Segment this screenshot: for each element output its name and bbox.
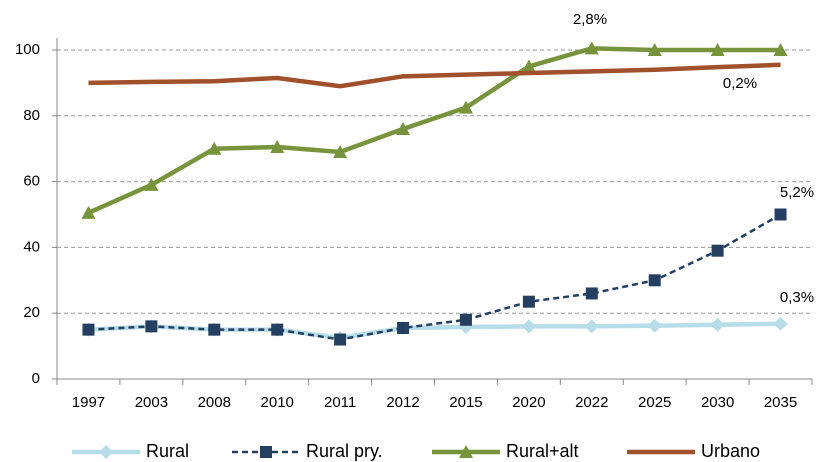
x-tick-label: 2011	[324, 394, 356, 411]
y-tick-label: 60	[23, 173, 40, 190]
x-tick-label: 2022	[575, 394, 608, 411]
series-line	[87, 46, 781, 215]
point	[647, 318, 662, 333]
point	[396, 121, 411, 135]
series-line	[88, 62, 781, 89]
point	[521, 59, 536, 73]
point	[773, 43, 788, 56]
legend-label: Urbano	[701, 441, 760, 461]
annotation: 2,8%	[573, 11, 607, 28]
point	[710, 317, 725, 332]
point	[522, 295, 535, 308]
legend-marker	[459, 445, 473, 458]
y-tick-label: 40	[23, 238, 40, 255]
point	[82, 323, 95, 336]
point	[521, 319, 536, 334]
annotation: 5,2%	[780, 184, 814, 201]
x-tick-label: 2010	[261, 394, 294, 411]
x-tick-label: 2030	[701, 394, 734, 411]
point	[333, 144, 348, 158]
point	[144, 177, 159, 191]
annotation: 0,3%	[780, 289, 814, 306]
point	[710, 43, 725, 56]
y-tick-label: 100	[15, 41, 40, 58]
x-tick-label: 2012	[386, 394, 419, 411]
point	[584, 319, 599, 334]
point	[271, 323, 284, 336]
point	[648, 274, 661, 287]
y-tick-label: 20	[23, 304, 40, 321]
y-tick-label: 0	[32, 370, 40, 387]
point	[647, 43, 662, 56]
annotation: 0,2%	[723, 75, 757, 92]
point	[81, 205, 96, 219]
point	[270, 140, 285, 154]
point	[334, 333, 347, 346]
point	[207, 141, 222, 155]
x-tick-label: 2025	[638, 394, 671, 411]
point	[584, 41, 599, 55]
series-line	[88, 213, 782, 341]
legend-label: Rural	[146, 441, 189, 461]
x-tick-label: 2020	[512, 394, 545, 411]
x-tick-label: 2015	[449, 394, 482, 411]
x-tick-label: 2008	[198, 394, 231, 411]
y-tick-label: 80	[23, 107, 40, 124]
point	[711, 244, 724, 257]
point	[458, 100, 473, 114]
point	[145, 320, 158, 333]
point	[585, 287, 598, 300]
point	[774, 208, 787, 221]
x-tick-label: 1997	[72, 394, 105, 411]
legend-label: Rural+alt	[506, 441, 579, 461]
series-line	[88, 321, 781, 341]
legend-marker	[260, 446, 272, 458]
x-tick-label: 2035	[764, 394, 797, 411]
legend-label: Rural pry.	[306, 441, 383, 461]
point	[397, 322, 410, 335]
point	[773, 316, 788, 331]
legend-marker	[99, 445, 113, 459]
point	[208, 323, 221, 336]
point	[459, 313, 472, 326]
x-tick-label: 2003	[135, 394, 168, 411]
